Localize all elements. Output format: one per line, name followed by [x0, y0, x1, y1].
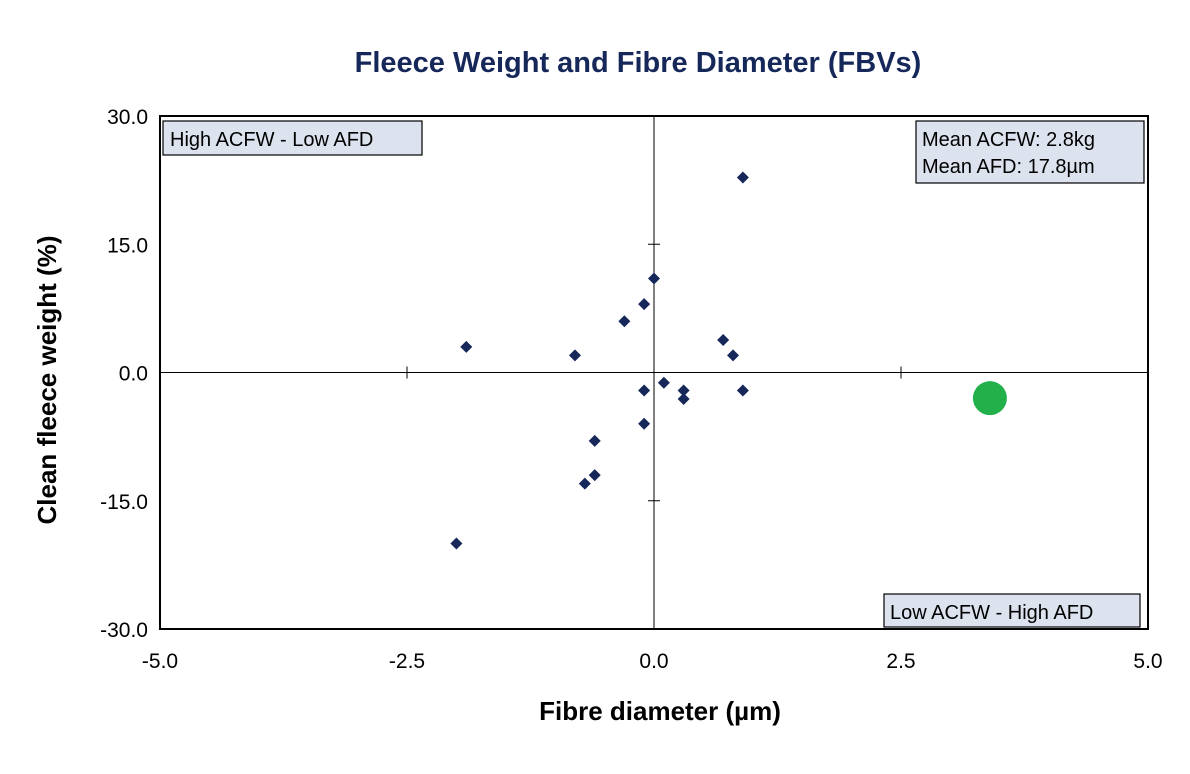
tick-marks: [159, 115, 1149, 630]
data-point-circle: [972, 381, 1007, 416]
data-point-diamond: [450, 537, 463, 550]
data-point-diamond: [578, 477, 591, 490]
quadrant-label-top-left: High ACFW - Low AFD: [162, 120, 423, 156]
data-point-diamond: [736, 384, 749, 397]
y-tick-label: -30.0: [100, 619, 148, 642]
data-point-diamond: [717, 334, 730, 347]
quadrant-label-box: [162, 120, 423, 156]
data-point-diamond: [638, 417, 651, 430]
data-point-diamond: [677, 384, 690, 397]
y-axis-title: Clean fleece weight (%): [32, 236, 62, 525]
chart-title: Fleece Weight and Fibre Diameter (FBVs): [355, 47, 922, 79]
data-point-diamond: [736, 171, 749, 184]
x-tick-label: -2.5: [389, 650, 425, 673]
mean-afd-text: Mean AFD: 17.8µm: [922, 156, 1095, 178]
data-point-diamond: [638, 298, 651, 311]
x-tick-label: -5.0: [142, 650, 178, 673]
data-point-diamond: [568, 349, 581, 362]
data-points: [450, 171, 1007, 550]
data-point-diamond: [677, 393, 690, 406]
data-point-diamond: [638, 384, 651, 397]
data-point-diamond: [648, 272, 660, 285]
y-tick-labels: 30.0 15.0 0.0 -15.0 -30.0: [100, 106, 148, 642]
mean-info-background: [915, 120, 1145, 184]
quadrant-label-text: High ACFW - Low AFD: [170, 129, 373, 151]
data-point-diamond: [460, 340, 473, 353]
y-tick-label: -15.0: [100, 491, 148, 514]
data-point-diamond: [588, 434, 601, 447]
y-tick-label: 0.0: [119, 363, 148, 386]
y-tick-label: 30.0: [107, 106, 148, 129]
mean-acfw-text: Mean ACFW: 2.8kg: [922, 129, 1095, 151]
x-tick-label: 5.0: [1133, 650, 1162, 673]
data-point-diamond: [588, 469, 601, 482]
x-tick-label: 2.5: [886, 650, 915, 673]
data-point-diamond: [657, 376, 670, 389]
x-tick-label: 0.0: [639, 650, 668, 673]
quadrant-label-text: Low ACFW - High AFD: [890, 602, 1093, 624]
data-point-diamond: [727, 349, 740, 362]
mean-info-box: Mean ACFW: 2.8kg Mean AFD: 17.8µm: [915, 120, 1145, 184]
y-tick-label: 15.0: [107, 234, 148, 257]
x-tick-labels: -5.0 -2.5 0.0 2.5 5.0: [142, 650, 1163, 673]
x-axis-title: Fibre diameter (µm): [539, 696, 781, 726]
quadrant-label-bottom-right: Low ACFW - High AFD: [883, 593, 1141, 628]
quadrant-label-box: [883, 593, 1141, 628]
data-point-diamond: [618, 315, 631, 328]
